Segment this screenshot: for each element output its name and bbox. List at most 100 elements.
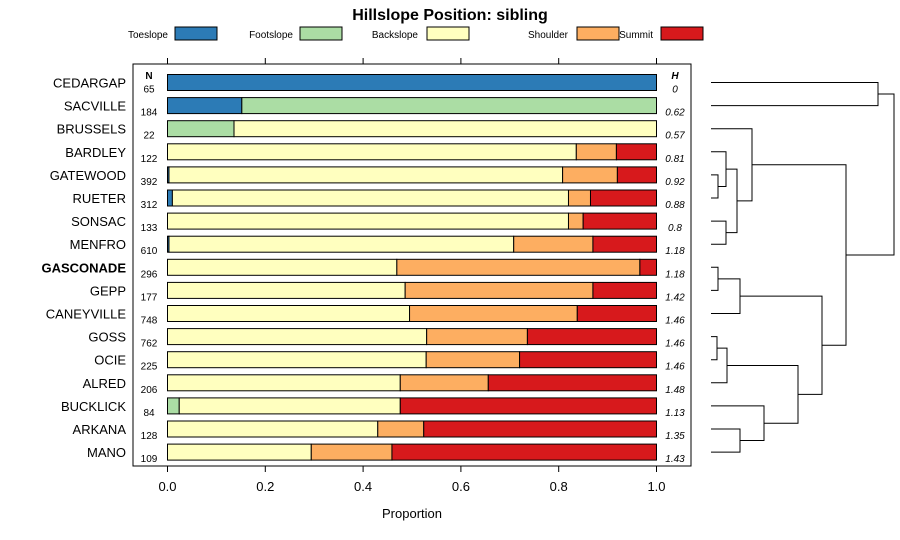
x-tick-label-3: 0.6	[452, 479, 470, 494]
bar-segment-gatewood-summit	[616, 166, 658, 184]
bar-segment-goss-shoulder	[426, 328, 528, 346]
bar-segment-gatewood-shoulder	[562, 166, 618, 184]
bar-segment-bardley-shoulder	[575, 143, 617, 161]
x-tick-label-2: 0.4	[354, 479, 372, 494]
bar-segment-ocie-summit	[519, 351, 658, 369]
n-value-menfro: 610	[141, 246, 158, 257]
n-value-gatewood: 392	[141, 177, 158, 188]
x-tick-label-0: 0.0	[158, 479, 176, 494]
row-label-bucklick: BUCKLICK	[61, 399, 126, 414]
bar-segment-bucklick-backslope	[178, 397, 401, 415]
n-value-caneyville: 748	[141, 316, 158, 327]
h-value-mano: 1.43	[665, 454, 685, 465]
bar-segment-bucklick-summit	[399, 397, 657, 415]
dendrogram-branch	[727, 364, 799, 424]
bar-segment-sonsac-shoulder	[567, 212, 584, 230]
h-value-cedargap: 0	[672, 85, 678, 96]
bar-segment-gasconade-shoulder	[396, 258, 641, 276]
dendrogram	[711, 82, 895, 453]
bar-segment-arkana-summit	[423, 420, 657, 438]
h-value-gatewood: 0.92	[665, 177, 685, 188]
bar-segment-gasconade-backslope	[167, 258, 398, 276]
h-value-menfro: 1.18	[665, 246, 685, 257]
bar-segment-gepp-shoulder	[404, 281, 594, 299]
bars	[167, 74, 658, 461]
dendrogram-branch	[711, 347, 728, 384]
bar-segment-gasconade-summit	[639, 258, 658, 276]
dendrogram-branch	[711, 174, 719, 199]
n-value-rueter: 312	[141, 200, 158, 211]
bar-segment-bardley-summit	[615, 143, 657, 161]
row-label-caneyville: CANEYVILLE	[46, 307, 127, 322]
h-value-gasconade: 1.18	[665, 269, 685, 280]
plot-frame	[132, 63, 692, 467]
n-value-alred: 206	[141, 385, 158, 396]
bar-segment-alred-backslope	[167, 374, 401, 392]
n-value-arkana: 128	[141, 431, 158, 442]
row-label-rueter: RUETER	[73, 191, 126, 206]
dendrogram-branch	[711, 278, 741, 314]
row-label-gatewood: GATEWOOD	[50, 168, 126, 183]
bar-segment-ocie-backslope	[167, 351, 427, 369]
bar-segment-mano-backslope	[167, 443, 312, 461]
bar-segment-caneyville-summit	[576, 305, 657, 322]
h-header: H	[671, 71, 679, 82]
bar-segment-rueter-toeslope	[167, 189, 173, 207]
dendrogram-branch	[711, 220, 727, 245]
row-label-bardley: BARDLEY	[65, 145, 126, 160]
h-value-arkana: 1.35	[665, 431, 685, 442]
dendrogram-branch	[711, 405, 765, 442]
row-labels: CEDARGAP SACVILLE BRUSSELS BARDLEY GATEWOOD R…	[41, 76, 126, 461]
bar-segment-goss-summit	[526, 328, 657, 346]
bar-segment-menfro-shoulder	[513, 235, 594, 253]
n-value-bardley: 122	[141, 154, 158, 165]
bar-segment-gepp-summit	[592, 281, 657, 299]
h-value-bardley: 0.81	[665, 154, 684, 165]
bar-segment-sonsac-backslope	[167, 212, 569, 230]
bar-segment-mano-summit	[391, 443, 657, 461]
h-values: 0 0.62 0.57 0.81 0.92 0.88 0.8 1.18 1.18 1.42 1.46…	[665, 85, 685, 466]
bar-segment-bardley-backslope	[167, 143, 577, 161]
bar-segment-caneyville-backslope	[167, 305, 411, 322]
row-label-sacville: SACVILLE	[64, 99, 126, 114]
legend-swatch-backslope	[426, 26, 470, 41]
n-value-mano: 109	[141, 454, 158, 465]
bar-segment-sonsac-summit	[582, 212, 658, 230]
legend-label-backslope: Backslope	[372, 30, 419, 41]
legend-label-shoulder: Shoulder	[528, 30, 569, 41]
legend-swatch-toeslope	[174, 26, 218, 41]
legend-swatch-shoulder	[576, 26, 620, 41]
h-value-brussels: 0.57	[665, 131, 685, 142]
bar-segment-brussels-backslope	[233, 120, 657, 138]
h-value-ocie: 1.46	[665, 362, 685, 373]
bar-segment-cedargap-toeslope	[167, 74, 657, 91]
bar-segment-bucklick-footslope	[167, 397, 180, 415]
row-label-goss: GOSS	[88, 330, 126, 345]
bar-segment-caneyville-shoulder	[409, 305, 578, 322]
n-values: 65 184 22 122 392 312 133 610 296 177 748 762 225 206…	[141, 85, 158, 466]
dendrogram-branch	[711, 128, 753, 202]
x-tick-label-4: 0.8	[550, 479, 568, 494]
dendrogram-branch	[726, 168, 738, 234]
row-label-arkana: ARKANA	[73, 422, 127, 437]
n-value-ocie: 225	[141, 362, 158, 373]
bar-segment-sacville-toeslope	[167, 97, 243, 115]
legend-swatch-footslope	[299, 26, 343, 41]
dendrogram-branch	[752, 164, 847, 346]
legend: Toeslope Footslope Backslope Shoulder Summit	[128, 26, 704, 41]
x-axis: 0.0 0.2 0.4 0.6 0.8 1.0	[158, 58, 666, 494]
bar-segment-menfro-summit	[592, 235, 657, 253]
bar-segment-goss-backslope	[167, 328, 428, 346]
dendrogram-branch	[711, 428, 741, 453]
n-value-bucklick: 84	[143, 408, 155, 419]
h-value-caneyville: 1.46	[665, 316, 685, 327]
h-value-sonsac: 0.8	[668, 223, 682, 234]
legend-label-toeslope: Toeslope	[128, 30, 168, 41]
row-label-alred: ALRED	[83, 376, 126, 391]
bar-segment-rueter-backslope	[171, 189, 569, 207]
dendrogram-branch	[711, 336, 718, 361]
n-value-goss: 762	[141, 339, 158, 350]
h-value-goss: 1.46	[665, 339, 685, 350]
bar-segment-rueter-shoulder	[567, 189, 591, 207]
